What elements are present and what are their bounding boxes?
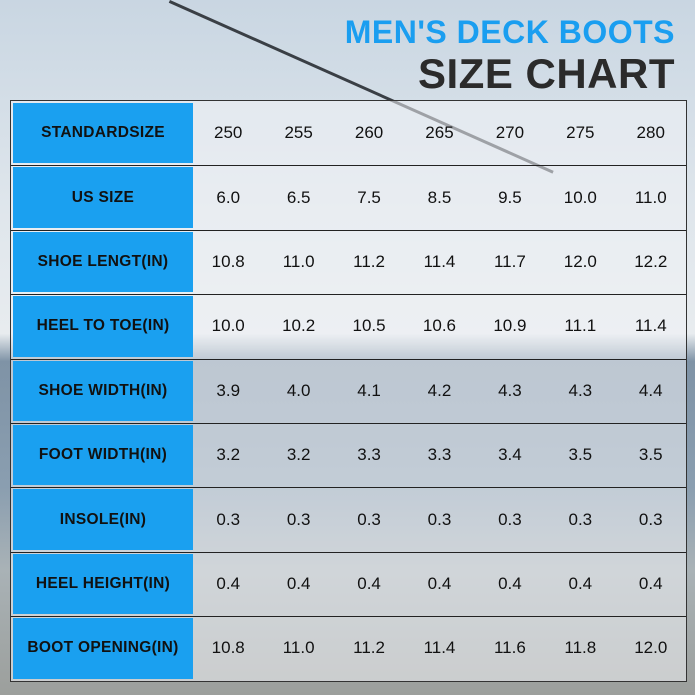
table-cell: 260 xyxy=(354,123,384,143)
title-line1: MEN'S DECK BOOTS xyxy=(344,14,675,50)
table-cell: 0.3 xyxy=(498,509,522,529)
table-cell: 6.0 xyxy=(216,187,241,207)
table-cell: 7.5 xyxy=(357,187,381,207)
table-cell: 10.8 xyxy=(211,251,245,271)
row-label: STANDARDSIZE xyxy=(13,103,193,164)
row-label: SHOE WIDTH(IN) xyxy=(13,360,193,421)
size-chart-table: STANDARDSIZE 250 255 260 265 270 275 280 US SIZE… xyxy=(10,100,687,682)
table-cell: 0.4 xyxy=(286,573,311,593)
table-cell: 9.5 xyxy=(498,187,522,207)
table-cell: 0.3 xyxy=(216,509,241,529)
row-label: INSOLE(IN) xyxy=(13,489,193,550)
table-cell: 0.4 xyxy=(427,573,452,593)
table-cell: 275 xyxy=(566,123,595,143)
table-cell: 10.8 xyxy=(211,638,245,658)
table-cell: 3.3 xyxy=(357,445,381,465)
table-row: INSOLE(IN) 0.3 0.3 0.3 0.3 0.3 0.3 0.3 xyxy=(11,487,686,553)
table-cell: 11.6 xyxy=(493,638,526,658)
table-row: HEEL TO TOE(IN) 10.0 10.2 10.5 10.6 10.9 11.1 1… xyxy=(11,294,686,360)
table-cell: 4.3 xyxy=(498,380,522,400)
table-cell: 8.5 xyxy=(427,187,452,207)
table-cell: 250 xyxy=(214,123,243,143)
title-line2: SIZE CHART xyxy=(418,50,675,97)
table-cell: 3.5 xyxy=(568,445,593,465)
table-row: SHOE LENGT(IN) 10.8 11.0 11.2 11.4 11.7 12.0 12… xyxy=(11,230,686,296)
table-row: SHOE WIDTH(IN) 3.9 4.0 4.1 4.2 4.3 4.3 4.4 xyxy=(11,359,686,424)
table-cell: 3.5 xyxy=(638,445,663,465)
table-cell: 0.3 xyxy=(638,509,663,529)
table-cell: 11.2 xyxy=(353,638,385,658)
table-cell: 3.3 xyxy=(427,445,452,465)
table-cell: 4.3 xyxy=(568,380,593,400)
table-cell: 6.5 xyxy=(286,187,311,207)
table-cell: 3.2 xyxy=(216,445,241,465)
table-cell: 4.2 xyxy=(427,380,452,400)
table-cell: 10.9 xyxy=(493,316,527,336)
table-cell: 11.0 xyxy=(282,638,315,658)
table-cell: 0.4 xyxy=(638,573,663,593)
table-cell: 10.0 xyxy=(563,187,597,207)
table-cell: 0.4 xyxy=(357,573,381,593)
table-cell: 11.7 xyxy=(493,251,526,271)
table-cell: 280 xyxy=(636,123,665,143)
table-cell: 11.2 xyxy=(353,251,385,271)
table-cell: 12.0 xyxy=(634,638,668,658)
table-cell: 11.4 xyxy=(423,251,456,271)
table-cell: 11.0 xyxy=(282,251,315,271)
table-cell: 0.4 xyxy=(498,573,522,593)
table-cell: 11.4 xyxy=(634,316,667,336)
table-cell: 11.0 xyxy=(634,187,667,207)
row-label: US SIZE xyxy=(13,167,193,228)
table-cell: 3.4 xyxy=(498,445,522,465)
table-row: STANDARDSIZE 250 255 260 265 270 275 280 xyxy=(11,101,686,167)
table-cell: 11.4 xyxy=(423,638,456,658)
table-row: FOOT WIDTH(IN) 3.2 3.2 3.3 3.3 3.4 3.5 3.5 xyxy=(11,423,686,489)
row-label: HEEL HEIGHT(IN) xyxy=(13,553,193,615)
table-cell: 4.1 xyxy=(357,380,381,400)
table-cell: 11.1 xyxy=(564,316,597,336)
row-label: BOOT OPENING(IN) xyxy=(13,618,193,679)
table-cell: 3.2 xyxy=(286,445,311,465)
table-row: BOOT OPENING(IN) 10.8 11.0 11.2 11.4 11.6 11.8… xyxy=(11,616,686,680)
table-cell: 0.4 xyxy=(568,573,593,593)
table-cell: 0.3 xyxy=(568,509,593,529)
table-cell: 0.3 xyxy=(286,509,311,529)
table-row: HEEL HEIGHT(IN) 0.4 0.4 0.4 0.4 0.4 0.4 0.4 xyxy=(11,552,686,618)
table-cell: 11.8 xyxy=(564,638,597,658)
table-cell: 3.9 xyxy=(216,380,241,400)
table-cell: 10.0 xyxy=(211,316,245,336)
table-cell: 10.5 xyxy=(352,316,386,336)
table-cell: 12.2 xyxy=(634,251,668,271)
table-cell: 255 xyxy=(284,123,313,143)
row-label: HEEL TO TOE(IN) xyxy=(13,296,193,357)
table-cell: 265 xyxy=(425,123,454,143)
table-cell: 0.3 xyxy=(427,509,452,529)
table-cell: 4.0 xyxy=(286,380,311,400)
table-cell: 0.4 xyxy=(216,573,241,593)
table-cell: 12.0 xyxy=(563,251,597,271)
table-cell: 270 xyxy=(495,123,525,143)
table-cell: 4.4 xyxy=(638,380,663,400)
table-cell: 10.6 xyxy=(422,316,457,336)
row-label: FOOT WIDTH(IN) xyxy=(13,425,193,486)
row-label: SHOE LENGT(IN) xyxy=(13,231,193,293)
table-row: US SIZE 6.0 6.5 7.5 8.5 9.5 10.0 11.0 xyxy=(11,165,686,231)
table-cell: 0.3 xyxy=(357,509,381,529)
table-cell: 10.2 xyxy=(282,316,316,336)
